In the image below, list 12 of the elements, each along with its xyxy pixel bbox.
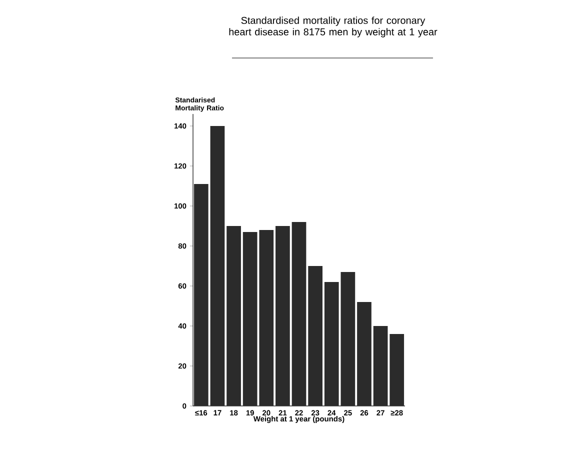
bar [194,184,208,406]
bar [292,222,306,406]
bar [340,272,356,406]
bar [226,226,241,406]
bar [390,334,404,406]
bar [324,282,339,406]
bar [276,226,290,406]
bar [357,302,372,406]
bar [373,326,388,406]
chart-title: Standardised mortality ratios for coronary heart disease in 8175 men by weight at 1 year [229,16,438,38]
bar [210,126,225,406]
bar [308,266,322,406]
